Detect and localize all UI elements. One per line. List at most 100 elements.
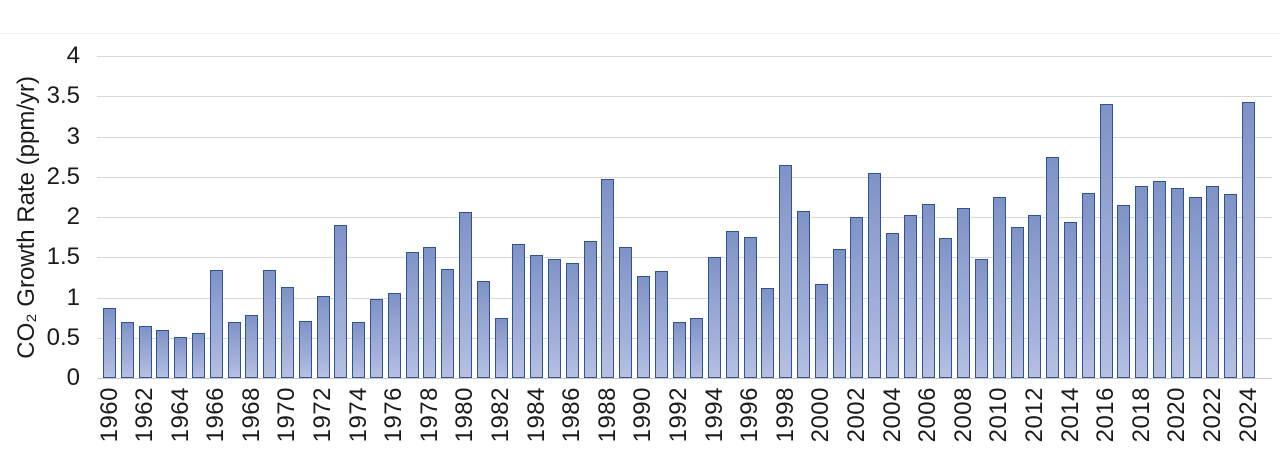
bar-1973 — [334, 225, 348, 378]
bar-1996 — [743, 237, 757, 378]
bar-1971 — [298, 320, 312, 378]
x-tick-label-1992: 1992 — [665, 387, 692, 443]
bar-1997 — [761, 287, 775, 378]
x-tick-label-2018: 2018 — [1127, 387, 1155, 443]
bar-2005 — [903, 214, 917, 378]
bar-1960 — [103, 307, 116, 378]
y-tick-label: 3.5 — [46, 82, 80, 110]
x-tick-label-2022: 2022 — [1198, 387, 1226, 443]
bar-1974 — [352, 321, 366, 378]
x-tick-label-1976: 1976 — [380, 387, 408, 443]
bar-2015 — [1081, 192, 1095, 378]
bar-1991 — [654, 270, 668, 378]
bar-1963 — [156, 329, 170, 378]
x-tick-label-1996: 1996 — [736, 387, 764, 443]
bar-2022 — [1206, 186, 1220, 378]
bar-2023 — [1224, 194, 1238, 378]
bar-2016 — [1099, 104, 1113, 378]
x-tick-label-1966: 1966 — [202, 387, 230, 443]
bar-2010 — [992, 196, 1006, 378]
bar-1972 — [316, 295, 330, 378]
x-tick-label-2008: 2008 — [949, 387, 977, 443]
bar-1999 — [797, 210, 811, 378]
gridline — [97, 96, 1272, 97]
y-tick-label: 3 — [66, 122, 80, 150]
bar-1965 — [191, 332, 205, 378]
bar-1986 — [565, 262, 579, 378]
bar-1977 — [405, 252, 419, 378]
bar-1968 — [245, 315, 259, 378]
bar-1987 — [583, 241, 597, 378]
x-tick-label-2024: 2024 — [1234, 387, 1262, 443]
x-tick-label-1998: 1998 — [771, 387, 799, 443]
gridline — [97, 56, 1272, 57]
gridline — [97, 217, 1272, 218]
bar-2007 — [939, 237, 953, 378]
bar-1995 — [725, 230, 739, 378]
bar-1967 — [227, 322, 241, 378]
pane-divider-line — [0, 33, 1280, 34]
x-tick-label-1970: 1970 — [273, 387, 301, 443]
bar-1978 — [423, 246, 437, 378]
bar-1981 — [476, 281, 490, 378]
bar-1983 — [512, 244, 526, 378]
y-tick-label: 1 — [66, 283, 80, 311]
bar-1993 — [690, 318, 704, 378]
gridline — [97, 177, 1272, 178]
gridline — [97, 137, 1272, 138]
x-tick-label-1962: 1962 — [131, 387, 159, 443]
x-tick-label-1978: 1978 — [415, 387, 443, 443]
x-tick-label-1982: 1982 — [487, 387, 515, 443]
bar-1998 — [779, 165, 793, 378]
bar-2009 — [975, 258, 989, 378]
x-tick-label-1964: 1964 — [166, 387, 194, 443]
bar-2000 — [814, 283, 828, 378]
bar-1994 — [708, 257, 722, 378]
bar-2001 — [832, 249, 846, 378]
x-tick-label-1994: 1994 — [700, 387, 728, 443]
bar-2013 — [1046, 156, 1060, 378]
bar-2018 — [1135, 185, 1149, 378]
bar-2017 — [1117, 204, 1131, 378]
bar-1984 — [530, 254, 544, 378]
bar-1988 — [601, 179, 615, 378]
bar-1962 — [138, 325, 152, 378]
bar-2002 — [850, 217, 864, 378]
x-tick-label-2010: 2010 — [985, 387, 1013, 443]
x-tick-label-2014: 2014 — [1056, 387, 1084, 443]
bar-2006 — [921, 204, 935, 378]
bar-1976 — [387, 293, 401, 378]
y-tick-label: 1.5 — [46, 243, 80, 271]
x-tick-label-2000: 2000 — [807, 387, 835, 443]
y-tick-label: 2.5 — [46, 162, 80, 190]
bar-2012 — [1028, 214, 1042, 378]
bar-1970 — [280, 287, 294, 378]
gridline — [97, 257, 1272, 258]
x-tick-label-2006: 2006 — [914, 387, 942, 443]
bar-2019 — [1153, 180, 1167, 378]
x-tick-label-1972: 1972 — [309, 387, 337, 443]
y-tick-label: 0.5 — [46, 323, 80, 351]
bar-1964 — [174, 336, 188, 378]
bar-1980 — [458, 212, 472, 378]
bar-1979 — [441, 269, 455, 378]
bar-2004 — [886, 233, 900, 378]
bar-2008 — [957, 208, 971, 378]
x-tick-label-1960: 1960 — [95, 387, 123, 443]
bar-1992 — [672, 322, 686, 378]
bar-1990 — [636, 275, 650, 378]
bar-2014 — [1064, 221, 1078, 378]
x-axis-line — [97, 378, 1272, 379]
bar-1985 — [547, 258, 561, 378]
y-tick-label: 0 — [66, 364, 80, 391]
bar-2011 — [1010, 227, 1024, 378]
x-tick-label-1968: 1968 — [237, 387, 265, 443]
x-tick-label-2002: 2002 — [842, 387, 870, 443]
x-tick-label-1986: 1986 — [558, 387, 586, 443]
x-tick-label-2012: 2012 — [1020, 387, 1048, 443]
bar-2021 — [1188, 196, 1202, 378]
x-tick-label-1984: 1984 — [522, 387, 550, 443]
bar-2024 — [1242, 101, 1255, 378]
y-tick-label: 4 — [66, 42, 80, 69]
